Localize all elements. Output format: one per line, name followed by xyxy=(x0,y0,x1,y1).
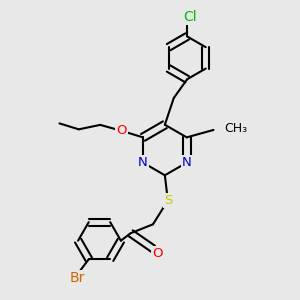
Text: N: N xyxy=(138,156,148,169)
Text: CH₃: CH₃ xyxy=(224,122,247,135)
Text: N: N xyxy=(182,156,192,169)
Text: Cl: Cl xyxy=(183,10,197,24)
Text: S: S xyxy=(164,194,172,207)
Text: Br: Br xyxy=(69,271,85,285)
Text: O: O xyxy=(116,124,127,137)
Text: O: O xyxy=(152,247,163,260)
